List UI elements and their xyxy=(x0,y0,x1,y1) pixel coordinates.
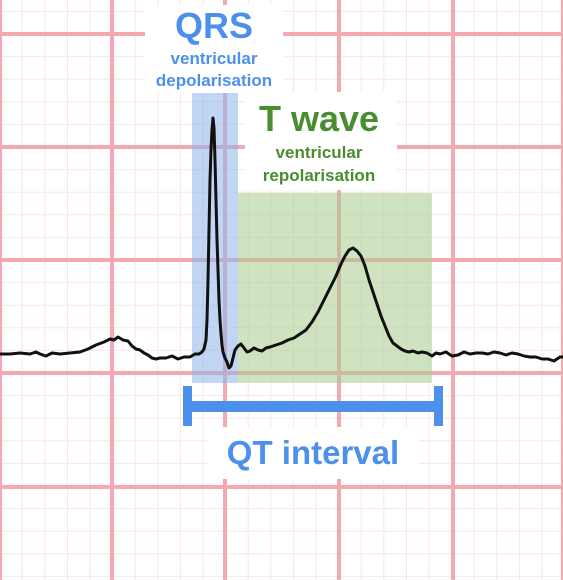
qt-interval-label-background xyxy=(208,427,418,479)
t-wave-title: T wave xyxy=(259,98,379,139)
qrs-title: QRS xyxy=(175,5,253,46)
t-wave-region xyxy=(238,193,432,383)
t-wave-label-background xyxy=(245,92,397,190)
qt-interval-label: QT interval xyxy=(227,434,399,471)
qt-interval-bar xyxy=(183,386,443,426)
t-wave-subtitle-line2: repolarisation xyxy=(263,166,375,185)
qt-interval-cap-right xyxy=(434,386,443,426)
qrs-subtitle-line1: ventricular xyxy=(171,49,258,68)
ecg-trace xyxy=(0,116,563,370)
qrs-label-background xyxy=(145,5,283,93)
qt-interval-line xyxy=(186,401,440,412)
qrs-subtitle-line2: depolarisation xyxy=(156,71,272,90)
t-wave-subtitle-line1: ventricular xyxy=(276,143,363,162)
